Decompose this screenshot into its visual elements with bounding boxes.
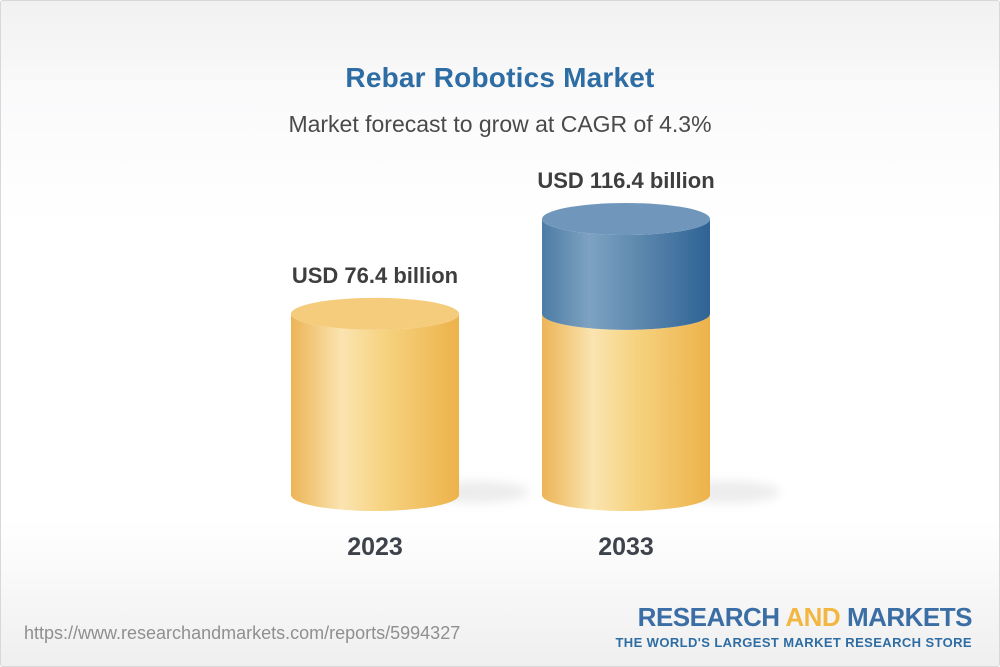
cylinder-bar-2033	[542, 203, 710, 511]
value-label-2023: USD 76.4 billion	[291, 262, 459, 288]
logo-word-research: RESEARCH	[637, 602, 780, 632]
report-url: https://www.researchandmarkets.com/repor…	[24, 623, 461, 643]
value-label-2033: USD 116.4 billion	[537, 168, 715, 193]
segment-growth-value	[542, 219, 710, 330]
logo-word-and: AND	[785, 602, 841, 632]
logo-word-markets: MARKETS	[846, 602, 973, 632]
page-subtitle: Market forecast to grow at CAGR of 4.3%	[288, 111, 712, 137]
brand-logo: RESEARCH AND MARKETS THE WORLD'S LARGEST…	[615, 604, 972, 650]
category-label-2033: 2033	[598, 533, 654, 561]
cylinder-bar-2023	[291, 297, 459, 511]
brand-logo-wordmark: RESEARCH AND MARKETS	[615, 602, 973, 632]
category-label-2023: 2023	[347, 533, 403, 561]
brand-tagline: THE WORLD'S LARGEST MARKET RESEARCH STOR…	[615, 635, 972, 650]
segment-base-value	[542, 313, 710, 511]
page-title: Rebar Robotics Market	[345, 61, 655, 93]
